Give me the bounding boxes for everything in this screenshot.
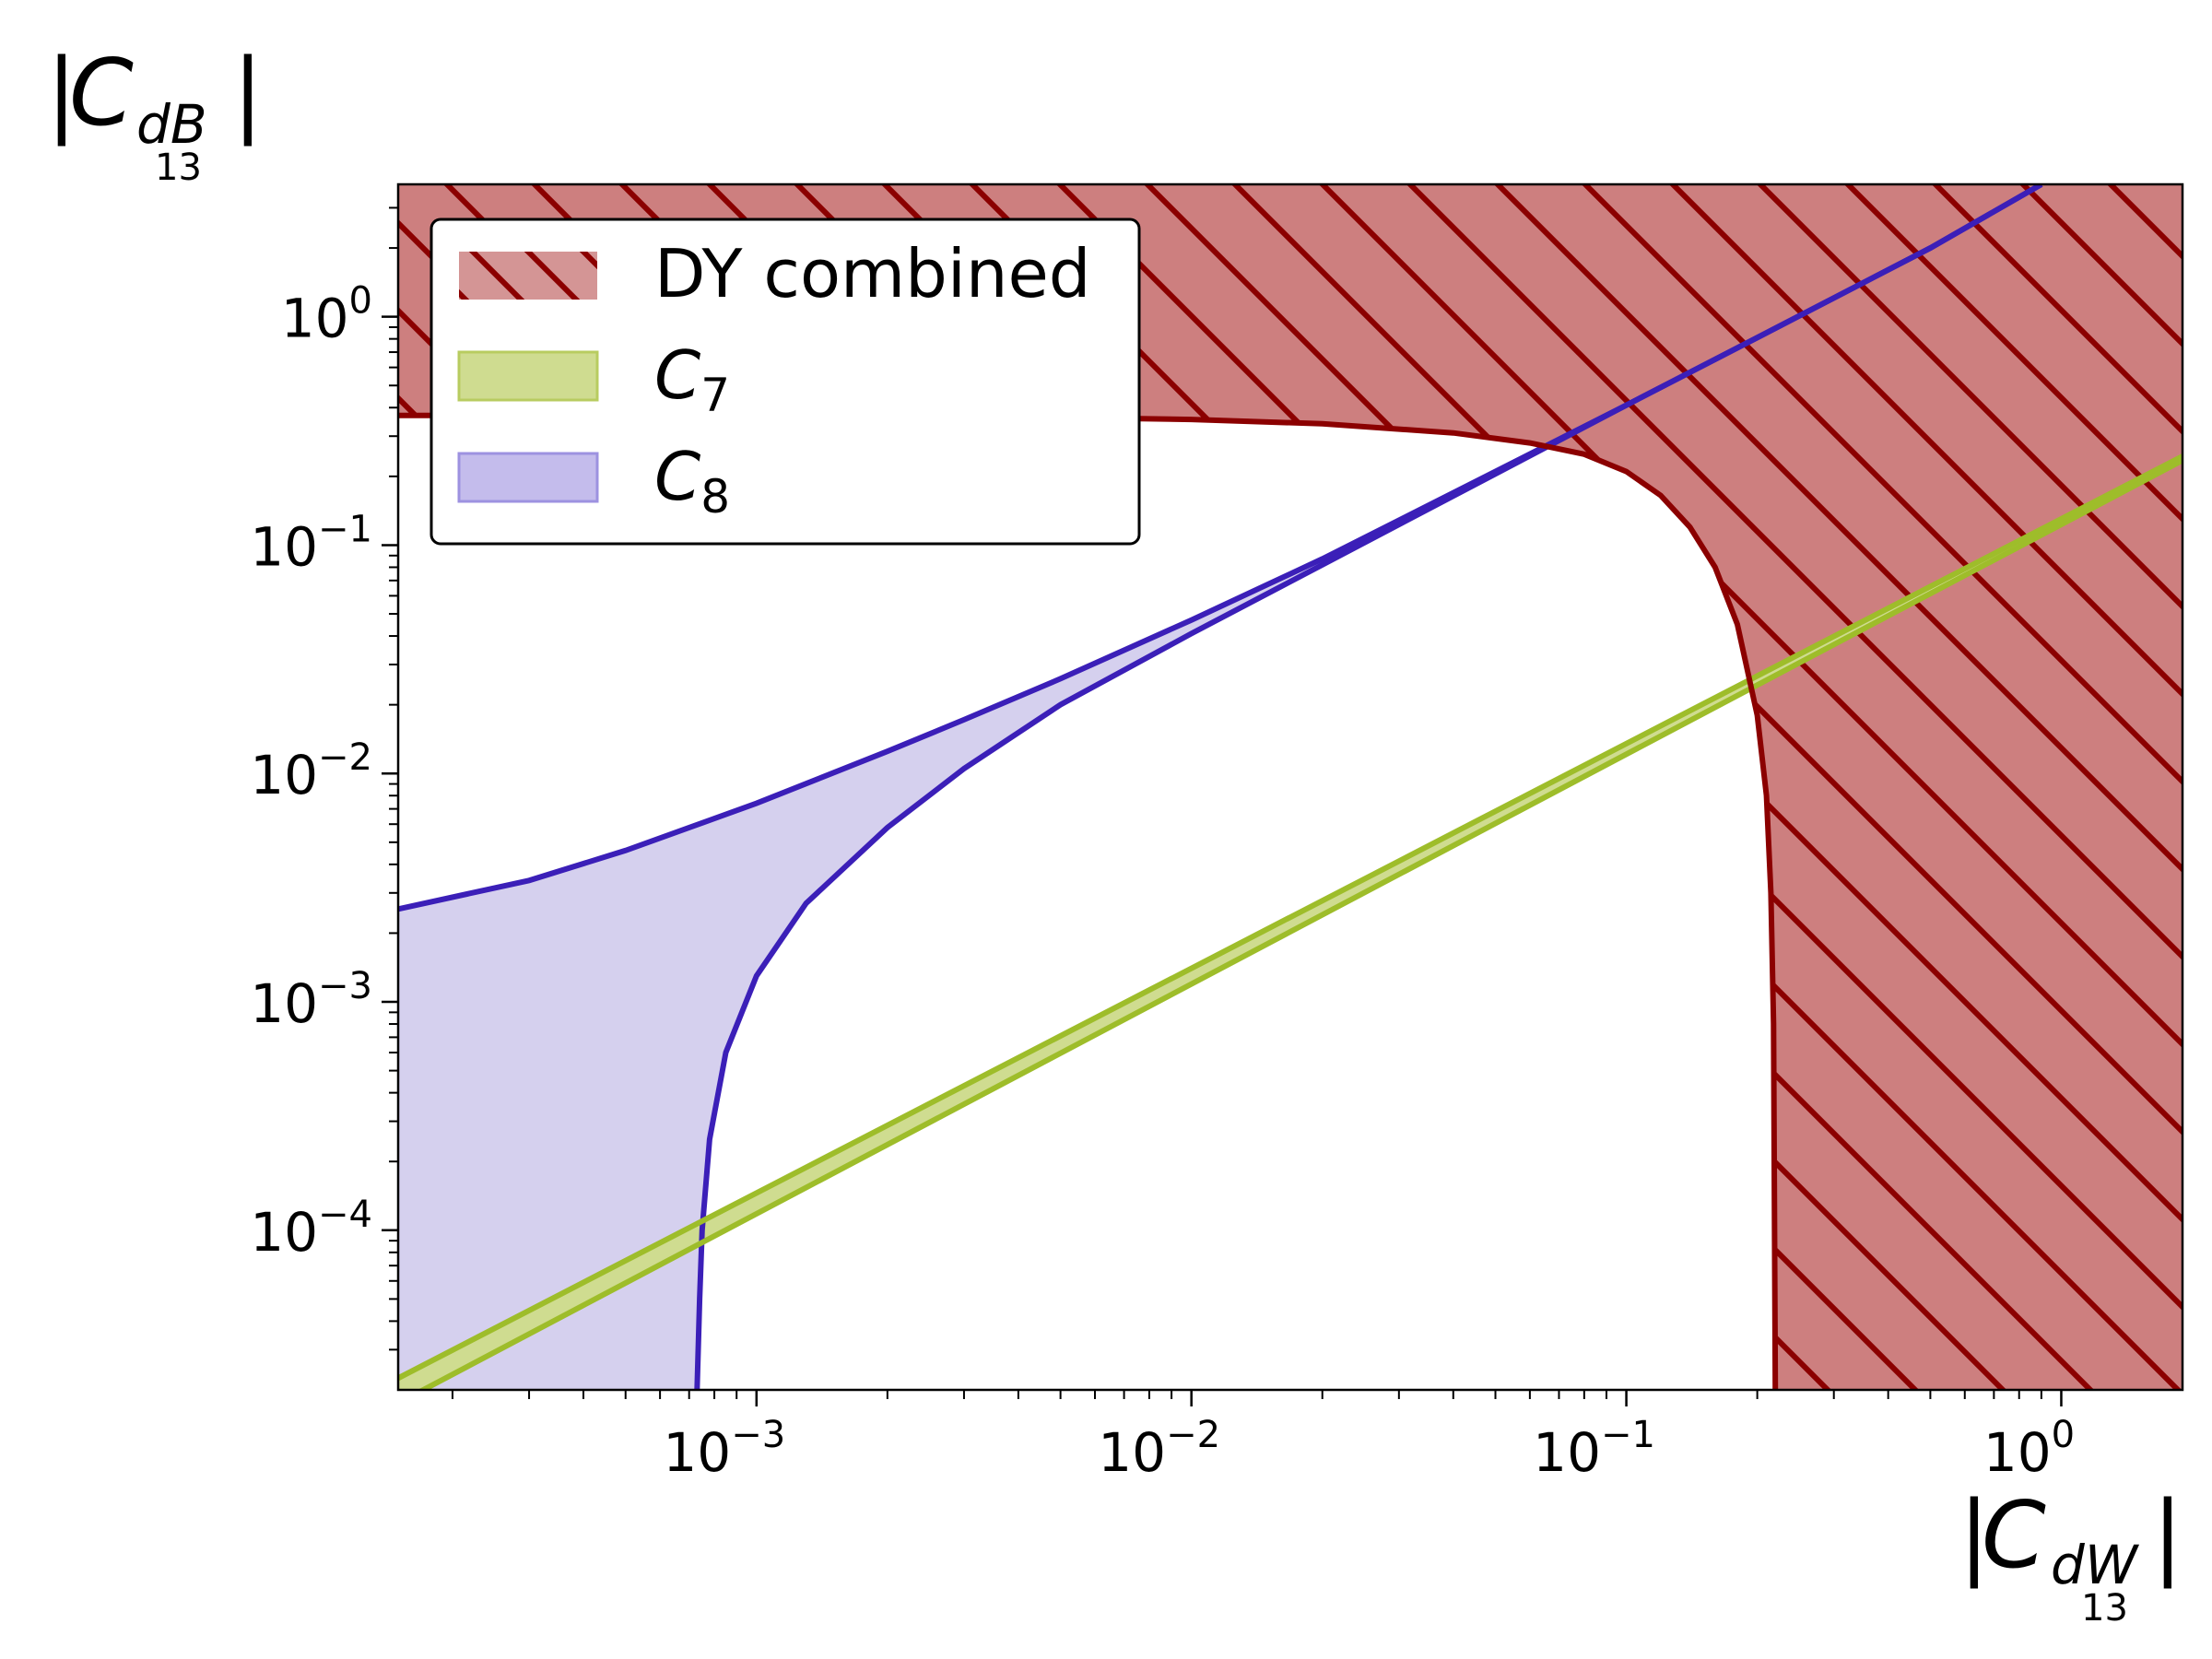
- x-tick-exp: −3: [731, 1414, 785, 1456]
- legend-label-c7-main: C: [654, 336, 701, 414]
- y-tick-label: 10−1: [250, 508, 372, 578]
- c8-lower-line: [694, 184, 2043, 1390]
- c7-lower-line: [417, 457, 2183, 1390]
- y-tick-base: 10: [250, 515, 318, 578]
- y-label-sub: dB: [136, 93, 207, 156]
- x-label-sub: dW: [2051, 1534, 2140, 1596]
- x-label-bar-right: |: [2152, 1481, 2183, 1589]
- legend: DY combined C7 C8: [429, 218, 1141, 546]
- dy-combined-boundary: [398, 412, 1779, 1390]
- y-axis-label: | C dB | 13: [46, 39, 264, 189]
- x-tick-label: 100: [1983, 1414, 2075, 1484]
- legend-label-c8-sub: 8: [700, 470, 730, 524]
- y-label-bar-right: |: [232, 39, 264, 147]
- x-tick-base: 10: [1098, 1421, 1166, 1484]
- x-label-bar-left: |: [1959, 1481, 1990, 1589]
- legend-label-c8: C8: [654, 438, 730, 524]
- y-tick-label: 10−3: [250, 965, 372, 1035]
- x-tick-base: 10: [1983, 1421, 2052, 1484]
- y-tick-base: 10: [250, 1201, 318, 1264]
- y-tick-label: 100: [281, 280, 372, 350]
- legend-label-c7: C7: [654, 336, 730, 422]
- legend-swatch-c8: [457, 452, 599, 503]
- x-tick-exp: 0: [2052, 1414, 2075, 1456]
- y-tick-label: 10−2: [250, 736, 372, 806]
- legend-label-dy: DY combined: [654, 235, 1090, 312]
- x-label-main: C: [1982, 1481, 2046, 1589]
- y-tick-exp: −4: [318, 1194, 372, 1236]
- x-tick-base: 10: [1533, 1421, 1601, 1484]
- x-axis-label: | C dW | 13: [1959, 1481, 2183, 1630]
- x-label-index: 13: [2081, 1587, 2128, 1630]
- legend-swatch-c7: [457, 350, 599, 402]
- plot-area: [398, 184, 2183, 1390]
- y-tick-base: 10: [281, 288, 349, 350]
- x-tick-exp: −1: [1601, 1414, 1655, 1456]
- x-axis-ticks: 10−3 10−2 10−1 100: [451, 1390, 2075, 1484]
- c8-band: [398, 184, 2041, 1390]
- x-tick-exp: −2: [1166, 1414, 1220, 1456]
- x-tick-label: 10−1: [1533, 1414, 1655, 1484]
- y-label-index: 13: [155, 147, 202, 189]
- x-tick-label: 10−2: [1098, 1414, 1220, 1484]
- legend-label-c7-sub: 7: [700, 369, 730, 422]
- y-tick-exp: −2: [318, 736, 372, 779]
- legend-swatch-dy: [459, 252, 597, 300]
- y-tick-base: 10: [250, 744, 318, 806]
- x-tick-base: 10: [663, 1421, 731, 1484]
- c7-upper-line: [398, 453, 2183, 1381]
- y-tick-exp: −1: [318, 508, 372, 550]
- y-tick-exp: −3: [318, 965, 372, 1007]
- legend-box: [429, 218, 1141, 546]
- y-tick-base: 10: [250, 972, 318, 1035]
- legend-label-c8-main: C: [654, 438, 701, 515]
- dy-combined-region: [398, 184, 2183, 1390]
- x-tick-label: 10−3: [663, 1414, 785, 1484]
- y-label-main: C: [69, 39, 134, 147]
- y-tick-exp: 0: [349, 280, 372, 323]
- plot-frame: [396, 182, 2184, 1392]
- y-label-bar-left: |: [46, 39, 77, 147]
- y-tick-label: 10−4: [250, 1194, 372, 1264]
